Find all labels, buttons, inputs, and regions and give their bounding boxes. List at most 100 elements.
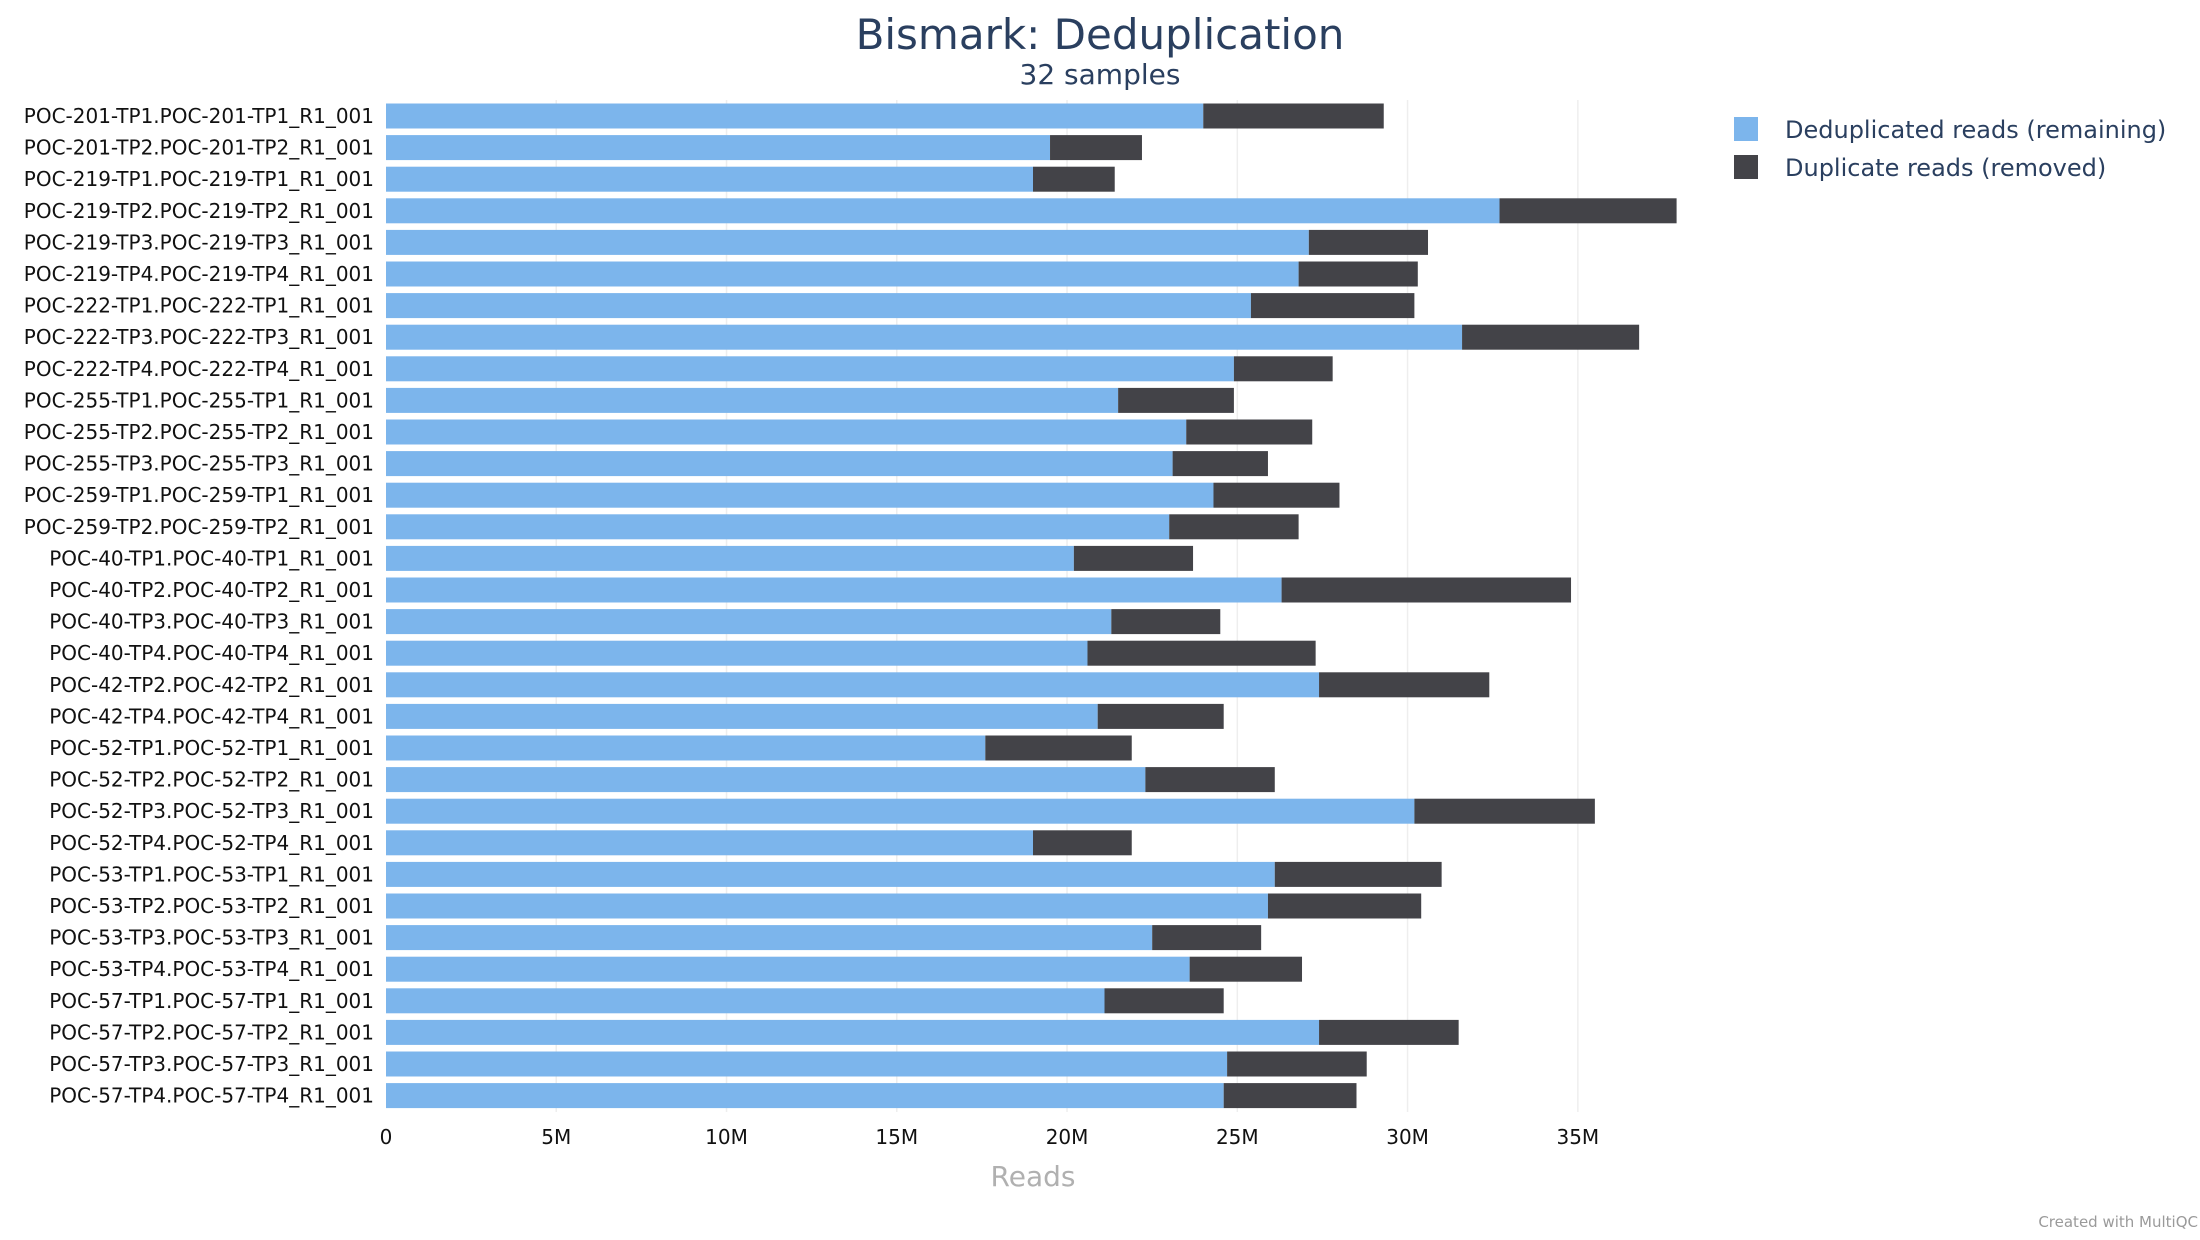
bar-duplicate[interactable] bbox=[1186, 419, 1313, 445]
bar-deduplicated[interactable] bbox=[386, 735, 986, 761]
bar-deduplicated[interactable] bbox=[386, 925, 1153, 951]
bar-duplicate[interactable] bbox=[1152, 925, 1262, 951]
category-label: POC-57-TP3.POC-57-TP3_R1_001 bbox=[49, 1052, 374, 1076]
bar-deduplicated[interactable] bbox=[386, 672, 1320, 698]
category-label: POC-53-TP3.POC-53-TP3_R1_001 bbox=[49, 926, 374, 950]
legend-label: Duplicate reads (removed) bbox=[1785, 154, 2106, 182]
bar-duplicate[interactable] bbox=[1462, 324, 1640, 350]
bar-deduplicated[interactable] bbox=[386, 387, 1119, 413]
bar-duplicate[interactable] bbox=[1233, 356, 1333, 382]
category-label: POC-53-TP1.POC-53-TP1_R1_001 bbox=[49, 862, 374, 886]
legend-item[interactable]: Deduplicated reads (remaining) bbox=[1734, 116, 2166, 144]
bar-duplicate[interactable] bbox=[1169, 514, 1299, 540]
bar-duplicate[interactable] bbox=[1250, 293, 1415, 319]
category-label: POC-219-TP4.POC-219-TP4_R1_001 bbox=[24, 262, 374, 286]
bar-duplicate[interactable] bbox=[1033, 166, 1115, 192]
category-label: POC-219-TP1.POC-219-TP1_R1_001 bbox=[24, 167, 374, 191]
bar-deduplicated[interactable] bbox=[386, 798, 1415, 824]
bar-duplicate[interactable] bbox=[985, 735, 1132, 761]
category-label: POC-219-TP2.POC-219-TP2_R1_001 bbox=[24, 199, 374, 223]
bar-deduplicated[interactable] bbox=[386, 703, 1098, 729]
category-label: POC-259-TP2.POC-259-TP2_R1_001 bbox=[24, 515, 374, 539]
category-label: POC-255-TP1.POC-255-TP1_R1_001 bbox=[24, 388, 374, 412]
bar-duplicate[interactable] bbox=[1050, 135, 1142, 161]
bar-duplicate[interactable] bbox=[1213, 482, 1340, 508]
x-tick-label: 25M bbox=[1216, 1125, 1259, 1149]
category-label: POC-57-TP2.POC-57-TP2_R1_001 bbox=[49, 1020, 374, 1044]
bar-deduplicated[interactable] bbox=[386, 1051, 1228, 1077]
credit-text: Created with MultiQC bbox=[2038, 1213, 2198, 1231]
category-label: POC-219-TP3.POC-219-TP3_R1_001 bbox=[24, 230, 374, 254]
bar-duplicate[interactable] bbox=[1172, 451, 1268, 477]
category-label: POC-259-TP1.POC-259-TP1_R1_001 bbox=[24, 483, 374, 507]
bar-deduplicated[interactable] bbox=[386, 229, 1309, 255]
bar-duplicate[interactable] bbox=[1097, 703, 1224, 729]
bar-deduplicated[interactable] bbox=[386, 988, 1105, 1014]
chart-title: Bismark: Deduplication bbox=[856, 10, 1345, 59]
category-label: POC-40-TP3.POC-40-TP3_R1_001 bbox=[49, 610, 374, 634]
bar-duplicate[interactable] bbox=[1499, 198, 1677, 224]
bars bbox=[386, 103, 1677, 1109]
bar-deduplicated[interactable] bbox=[386, 324, 1463, 350]
category-label: POC-42-TP4.POC-42-TP4_R1_001 bbox=[49, 704, 374, 728]
bar-deduplicated[interactable] bbox=[386, 451, 1173, 477]
chart-subtitle: 32 samples bbox=[1020, 58, 1181, 91]
bar-duplicate[interactable] bbox=[1104, 988, 1224, 1014]
bar-deduplicated[interactable] bbox=[386, 545, 1074, 571]
bar-deduplicated[interactable] bbox=[386, 830, 1033, 856]
bar-deduplicated[interactable] bbox=[386, 577, 1282, 603]
legend-swatch bbox=[1734, 117, 1758, 141]
bar-duplicate[interactable] bbox=[1223, 1083, 1357, 1109]
bar-deduplicated[interactable] bbox=[386, 1083, 1224, 1109]
bar-deduplicated[interactable] bbox=[386, 135, 1051, 161]
bar-duplicate[interactable] bbox=[1227, 1051, 1367, 1077]
bar-deduplicated[interactable] bbox=[386, 419, 1187, 445]
category-label: POC-57-TP4.POC-57-TP4_R1_001 bbox=[49, 1084, 374, 1108]
bar-deduplicated[interactable] bbox=[386, 640, 1088, 666]
bar-duplicate[interactable] bbox=[1319, 1019, 1459, 1045]
category-label: POC-201-TP1.POC-201-TP1_R1_001 bbox=[24, 104, 374, 128]
bar-duplicate[interactable] bbox=[1298, 261, 1418, 287]
bar-deduplicated[interactable] bbox=[386, 261, 1299, 287]
bar-deduplicated[interactable] bbox=[386, 893, 1268, 919]
bar-duplicate[interactable] bbox=[1281, 577, 1572, 603]
category-label: POC-40-TP2.POC-40-TP2_R1_001 bbox=[49, 578, 374, 602]
category-label: POC-201-TP2.POC-201-TP2_R1_001 bbox=[24, 136, 374, 160]
bar-deduplicated[interactable] bbox=[386, 293, 1251, 319]
bar-duplicate[interactable] bbox=[1308, 229, 1429, 255]
x-tick-label: 10M bbox=[705, 1125, 748, 1149]
bar-duplicate[interactable] bbox=[1033, 830, 1132, 856]
bar-deduplicated[interactable] bbox=[386, 767, 1146, 793]
bar-deduplicated[interactable] bbox=[386, 103, 1204, 129]
x-axis-ticks: 0 5M 10M 15M 20M 25M 30M 35M bbox=[380, 1125, 1600, 1149]
bar-duplicate[interactable] bbox=[1145, 767, 1275, 793]
bar-duplicate[interactable] bbox=[1319, 672, 1490, 698]
bar-deduplicated[interactable] bbox=[386, 514, 1170, 540]
x-tick-label: 0 bbox=[380, 1125, 393, 1149]
bar-duplicate[interactable] bbox=[1073, 545, 1194, 571]
x-tick-label: 20M bbox=[1046, 1125, 1089, 1149]
bar-deduplicated[interactable] bbox=[386, 861, 1275, 887]
bar-duplicate[interactable] bbox=[1267, 893, 1422, 919]
bar-deduplicated[interactable] bbox=[386, 482, 1214, 508]
category-label: POC-52-TP1.POC-52-TP1_R1_001 bbox=[49, 736, 374, 760]
bar-duplicate[interactable] bbox=[1111, 609, 1221, 635]
category-label: POC-222-TP3.POC-222-TP3_R1_001 bbox=[24, 325, 374, 349]
bar-duplicate[interactable] bbox=[1189, 956, 1303, 982]
bar-duplicate[interactable] bbox=[1118, 387, 1234, 413]
bar-deduplicated[interactable] bbox=[386, 166, 1033, 192]
bar-deduplicated[interactable] bbox=[386, 356, 1234, 382]
bar-deduplicated[interactable] bbox=[386, 198, 1500, 224]
legend-item[interactable]: Duplicate reads (removed) bbox=[1734, 154, 2106, 182]
bar-duplicate[interactable] bbox=[1087, 640, 1316, 666]
bar-duplicate[interactable] bbox=[1414, 798, 1595, 824]
category-labels: POC-201-TP1.POC-201-TP1_R1_001 POC-201-TP… bbox=[24, 104, 374, 1108]
category-label: POC-222-TP4.POC-222-TP4_R1_001 bbox=[24, 357, 374, 381]
bar-deduplicated[interactable] bbox=[386, 1019, 1320, 1045]
bar-duplicate[interactable] bbox=[1203, 103, 1384, 129]
bar-deduplicated[interactable] bbox=[386, 609, 1112, 635]
bar-deduplicated[interactable] bbox=[386, 956, 1190, 982]
category-label: POC-40-TP4.POC-40-TP4_R1_001 bbox=[49, 641, 374, 665]
category-label: POC-53-TP4.POC-53-TP4_R1_001 bbox=[49, 957, 374, 981]
bar-duplicate[interactable] bbox=[1274, 861, 1442, 887]
